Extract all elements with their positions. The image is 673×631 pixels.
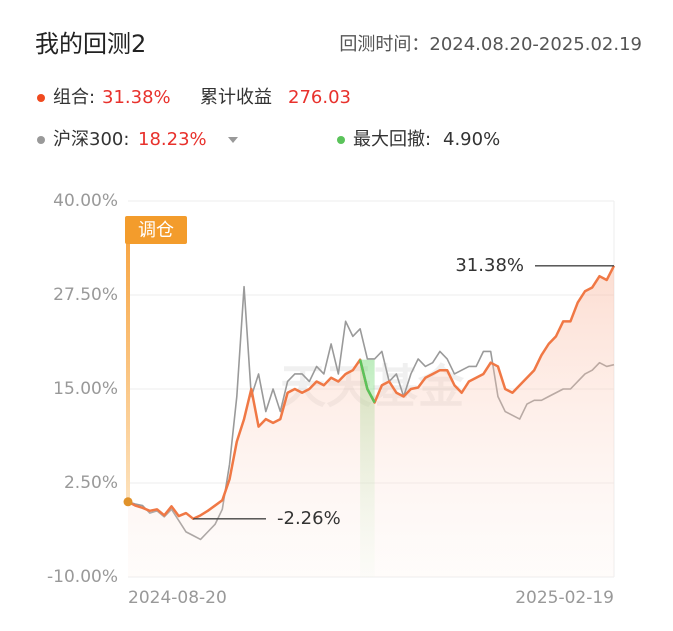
legend-value: 31.38% <box>102 87 171 108</box>
start-dot <box>123 497 133 507</box>
rebalance-tag <box>125 216 187 244</box>
area <box>128 265 614 577</box>
y-tick-label: 15.00% <box>53 379 118 399</box>
title: 我的回测2 <box>35 30 146 58</box>
x-tick-label: 2024-08-20 <box>128 588 227 608</box>
min-label: -2.26% <box>277 508 341 529</box>
drawdown-line <box>358 359 376 404</box>
y-tick-label: 27.50% <box>53 285 118 305</box>
cum-value: 276.03 <box>288 87 351 108</box>
rebalance-bar <box>126 218 130 502</box>
plot: -10.00% 2.50% 15.00% 27.50% 40.00% 2024-08-20… <box>47 191 616 608</box>
period: 回测时间：2024.08.20-2025.02.19 <box>339 34 642 55</box>
max-label: 31.38% <box>455 255 524 276</box>
y-tick-label: 40.00% <box>53 191 118 211</box>
legend-dot <box>337 136 345 144</box>
legend: 组合: 31.38% 累计收益 276.03 沪深300: 18.23% 最大回… <box>37 87 500 150</box>
y-tick-label: -10.00% <box>47 567 118 587</box>
legend-dot <box>37 94 45 102</box>
drawdown-value: 4.90% <box>443 129 500 150</box>
legend-label: 组合: <box>53 87 95 108</box>
legend-label: 沪深300: <box>53 129 129 150</box>
drawdown-label: 最大回撤: <box>353 129 431 150</box>
rebalance-text: 调仓 <box>138 220 174 241</box>
legend-value: 18.23% <box>138 129 207 150</box>
legend-dot <box>37 136 45 144</box>
y-tick-label: 2.50% <box>64 473 118 493</box>
cum-label: 累计收益 <box>200 87 272 108</box>
x-tick-label: 2025-02-19 <box>515 588 614 608</box>
dropdown[interactable] <box>228 137 238 143</box>
